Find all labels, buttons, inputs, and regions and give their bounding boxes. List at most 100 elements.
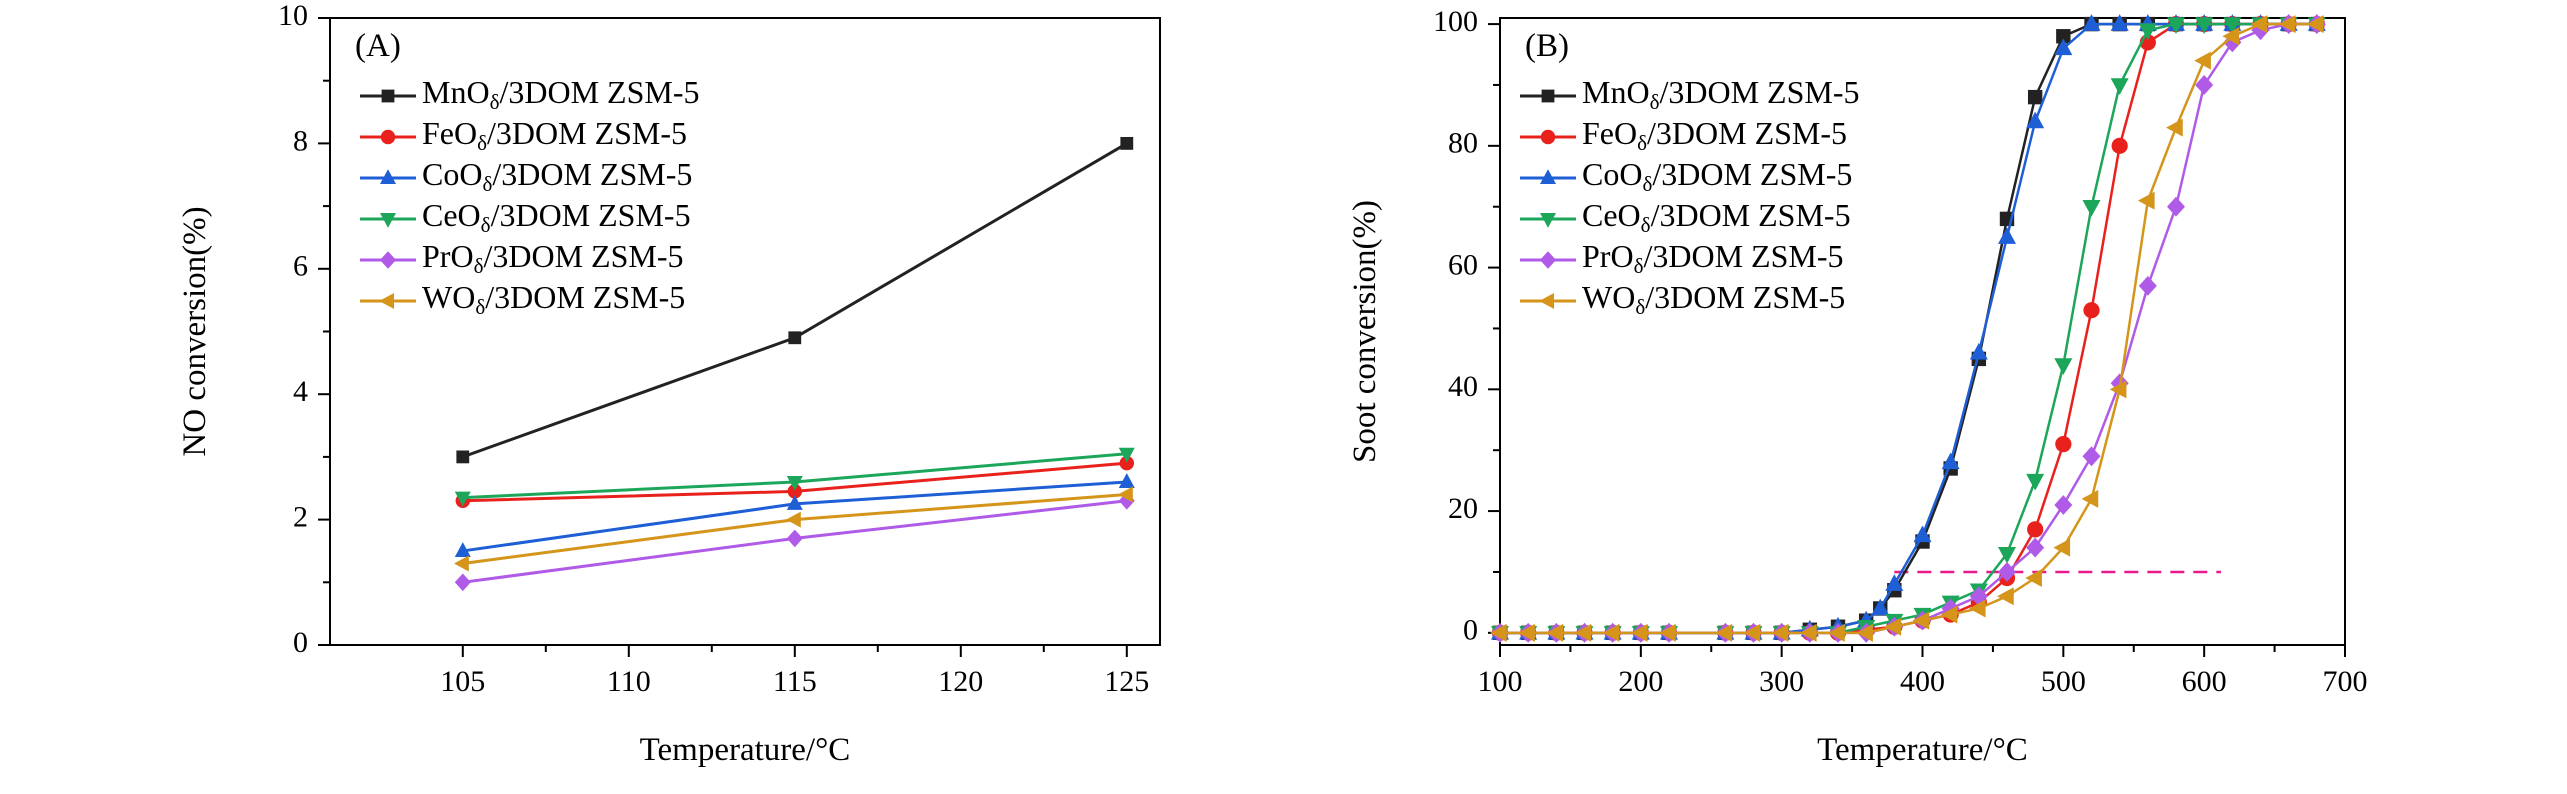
data-point: [2167, 17, 2185, 34]
data-point: [2138, 275, 2157, 296]
panel-label: (A): [355, 28, 401, 64]
data-point: [1856, 623, 1873, 642]
data-point: [2054, 358, 2073, 375]
data-point: [2026, 537, 2045, 558]
legend-label: CoOδ/3DOM ZSM-5: [422, 156, 692, 195]
plot-frame: [329, 17, 1161, 646]
data-point: [2111, 137, 2128, 154]
data-point: [454, 491, 471, 507]
data-point: [2083, 302, 2100, 319]
y-tick-label: 80: [1448, 127, 1478, 160]
legend-label: PrOδ/3DOM ZSM-5: [422, 238, 683, 277]
legend-label: CeOδ/3DOM ZSM-5: [422, 197, 691, 236]
data-point: [1118, 486, 1133, 503]
series-4: [454, 491, 1135, 592]
data-point: [2026, 473, 2045, 491]
data-point: [454, 542, 471, 557]
x-tick-label: 400: [1900, 665, 1945, 698]
data-point: [1120, 137, 1134, 150]
legend-marker: [380, 169, 396, 184]
data-point: [2194, 51, 2211, 70]
y-tick-label: 40: [1448, 370, 1478, 403]
data-point: [2026, 111, 2045, 129]
legend-label: WOδ/3DOM ZSM-5: [1582, 279, 1845, 318]
data-point: [1118, 491, 1135, 510]
data-point: [2027, 89, 2043, 105]
data-point: [1118, 447, 1135, 463]
data-point: [1912, 611, 1930, 630]
legend-label: CeOδ/3DOM ZSM-5: [1582, 197, 1851, 236]
legend-marker: [1540, 251, 1556, 269]
data-point: [1998, 562, 2016, 582]
x-axis-label: Temperature/°C: [1817, 732, 2028, 768]
data-point: [2138, 23, 2157, 41]
data-point: [2195, 17, 2214, 34]
legend-marker: [380, 129, 396, 145]
data-point: [456, 450, 470, 464]
data-point: [2056, 29, 2071, 44]
data-point: [2137, 191, 2155, 210]
data-point: [1885, 574, 1904, 591]
data-point: [786, 529, 803, 548]
legend-marker: [1541, 89, 1555, 103]
data-point: [1941, 452, 1960, 470]
x-tick-label: 125: [1104, 665, 1149, 698]
data-point: [2167, 196, 2185, 217]
data-point: [1490, 623, 1507, 642]
data-point: [2082, 199, 2101, 217]
x-tick-label: 110: [607, 665, 651, 698]
legend-marker: [380, 251, 396, 269]
x-tick-label: 100: [1478, 665, 1523, 698]
panel-a: 105 110 115 120 125 0 2 4 6 8 10 Temperature/°C NO c…: [177, 0, 1161, 768]
y-tick-label: 6: [293, 250, 308, 283]
y-tick-label: 100: [1433, 5, 1478, 38]
data-point: [2110, 14, 2129, 31]
series-3: [1491, 17, 2326, 643]
data-point: [1771, 623, 1789, 642]
data-point: [1659, 623, 1676, 642]
data-point: [786, 511, 801, 528]
data-point: [1968, 599, 1986, 618]
y-axis-label: NO conversion(%): [177, 206, 213, 456]
data-point: [2306, 15, 2324, 34]
data-point: [454, 573, 471, 592]
x-tick-label: 200: [1618, 665, 1663, 698]
data-point: [2025, 569, 2042, 588]
data-point: [2054, 495, 2073, 515]
series-2: [454, 473, 1135, 557]
legend-marker: [1540, 169, 1556, 184]
data-point: [2223, 17, 2242, 34]
legend-label: MnOδ/3DOM ZSM-5: [1582, 74, 1859, 113]
legend-marker: [380, 213, 396, 228]
x-tick-label: 500: [2041, 665, 2086, 698]
series-3: [454, 447, 1135, 507]
y-tick-label: 0: [293, 626, 308, 659]
data-point: [788, 331, 802, 345]
data-point: [2222, 27, 2240, 46]
data-point: [2166, 118, 2183, 137]
data-point: [454, 555, 469, 572]
data-point: [2082, 446, 2101, 467]
data-point: [2054, 38, 2073, 56]
x-tick-label: 120: [938, 665, 983, 698]
y-tick-label: 4: [293, 375, 308, 408]
data-point: [1574, 623, 1592, 642]
x-tick-label: 600: [2182, 665, 2227, 698]
y-tick-label: 60: [1448, 248, 1478, 281]
data-point: [1969, 342, 1988, 360]
data-point: [2081, 489, 2099, 508]
data-point: [1997, 587, 2014, 606]
legend-marker: [1540, 129, 1556, 145]
data-point: [2082, 14, 2101, 31]
y-tick-label: 2: [293, 500, 308, 533]
x-tick-label: 300: [1759, 665, 1804, 698]
legend-label: PrOδ/3DOM ZSM-5: [1582, 238, 1843, 277]
y-tick-label: 8: [293, 124, 308, 157]
data-point: [1518, 623, 1535, 642]
legend-label: WOδ/3DOM ZSM-5: [422, 279, 685, 318]
data-point: [2053, 538, 2071, 557]
data-point: [1602, 623, 1620, 642]
